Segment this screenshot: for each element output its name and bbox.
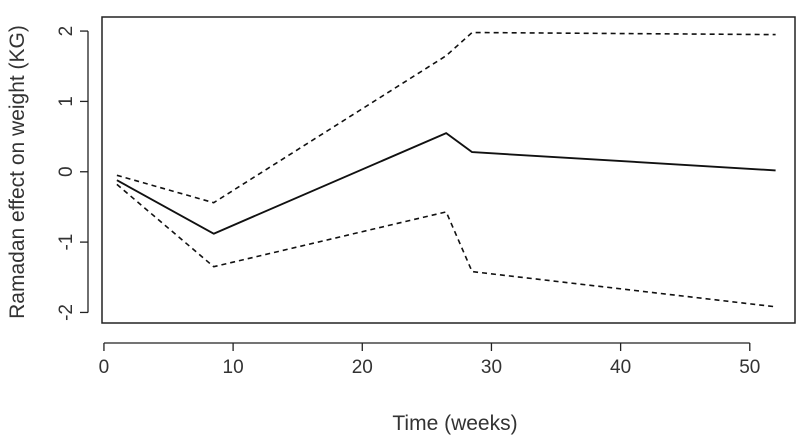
series-line-lower-bound [116, 183, 776, 308]
x-tick-label: 40 [610, 357, 631, 378]
series-line-estimate [116, 132, 776, 235]
x-axis-title: Time (weeks) [392, 412, 517, 435]
y-tick-label: 2 [56, 26, 77, 37]
x-axis: 0 10 20 30 40 50 [99, 342, 760, 378]
plot-frame [101, 16, 796, 324]
y-tick-label: -2 [56, 304, 77, 321]
x-tick-label: 20 [352, 357, 373, 378]
y-tick-label: 1 [56, 96, 77, 107]
y-tick-label: 0 [56, 166, 77, 177]
y-tick-label: -1 [56, 234, 77, 251]
x-tick-label: 10 [223, 357, 244, 378]
x-tick-label: 50 [739, 357, 760, 378]
y-axis-title: Ramadan effect on weight (KG) [6, 25, 29, 319]
x-tick-label: 0 [99, 357, 110, 378]
series-line-upper-bound [116, 31, 776, 204]
x-tick-label: 30 [481, 357, 502, 378]
series-layer [116, 31, 776, 308]
y-axis: -2 -1 0 1 2 [56, 26, 89, 321]
